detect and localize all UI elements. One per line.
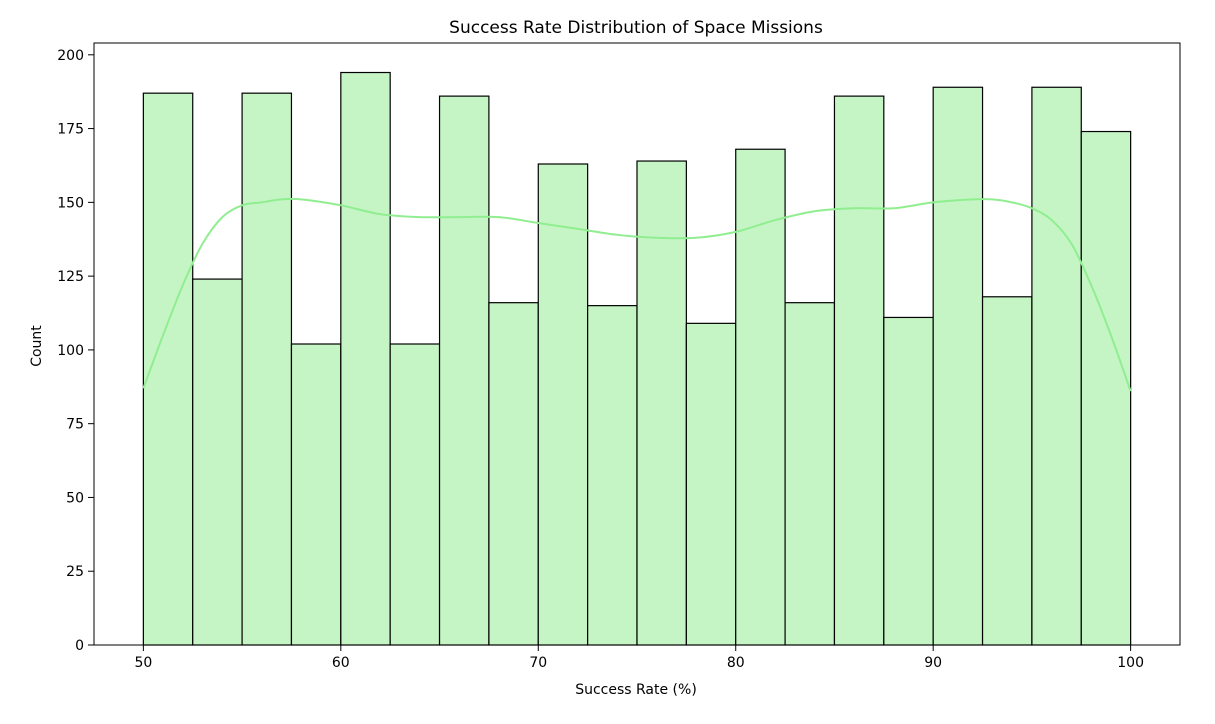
histogram-bar bbox=[142, 92, 194, 646]
histogram-bar bbox=[784, 302, 836, 646]
histogram-bar bbox=[636, 160, 687, 646]
x-tick-label: 80 bbox=[727, 655, 745, 671]
y-tick-label: 50 bbox=[66, 490, 84, 506]
histogram-bar bbox=[833, 95, 885, 646]
x-tick-label: 90 bbox=[924, 655, 942, 671]
x-axis: 50 60 70 80 90 100 bbox=[134, 645, 1144, 671]
histogram-bar bbox=[241, 92, 293, 646]
y-tick-label: 0 bbox=[75, 638, 84, 654]
histogram-bar bbox=[735, 148, 786, 646]
x-tick-label: 60 bbox=[332, 655, 350, 671]
histogram-bar bbox=[1031, 86, 1082, 646]
histogram-bar bbox=[685, 322, 737, 646]
y-tick-label: 200 bbox=[57, 48, 84, 64]
x-axis-label: Success Rate (%) bbox=[575, 682, 697, 698]
chart-title: Success Rate Distribution of Space Missi… bbox=[449, 18, 823, 38]
y-tick-label: 150 bbox=[57, 195, 84, 211]
histogram-bar bbox=[981, 296, 1033, 646]
plot-frame bbox=[93, 42, 1181, 646]
y-tick-label: 175 bbox=[57, 122, 84, 138]
histogram-bar bbox=[932, 86, 984, 646]
histogram-bar bbox=[389, 343, 441, 646]
histogram-bar bbox=[883, 316, 934, 646]
y-axis: 0 25 50 75 100 125 150 175 200 bbox=[57, 48, 94, 654]
histogram-bar bbox=[438, 95, 490, 646]
histogram-bar bbox=[488, 302, 539, 646]
y-tick-label: 75 bbox=[66, 417, 84, 433]
histogram-bar bbox=[537, 163, 589, 646]
histogram-bar bbox=[340, 71, 391, 646]
x-tick-label: 70 bbox=[529, 655, 547, 671]
kde-curve-group bbox=[142, 197, 1132, 392]
histogram-bar bbox=[192, 278, 243, 646]
histogram-bars bbox=[142, 71, 1132, 646]
histogram-bar bbox=[587, 305, 638, 646]
y-axis-label: Count bbox=[29, 325, 45, 367]
histogram-bar bbox=[290, 343, 342, 646]
y-tick-label: 25 bbox=[66, 564, 84, 580]
x-tick-label: 100 bbox=[1117, 655, 1144, 671]
histogram-bar bbox=[1080, 130, 1132, 646]
x-tick-label: 50 bbox=[134, 655, 152, 671]
y-tick-label: 100 bbox=[57, 343, 84, 359]
kde-line bbox=[142, 197, 1132, 392]
y-tick-label: 125 bbox=[57, 269, 84, 285]
